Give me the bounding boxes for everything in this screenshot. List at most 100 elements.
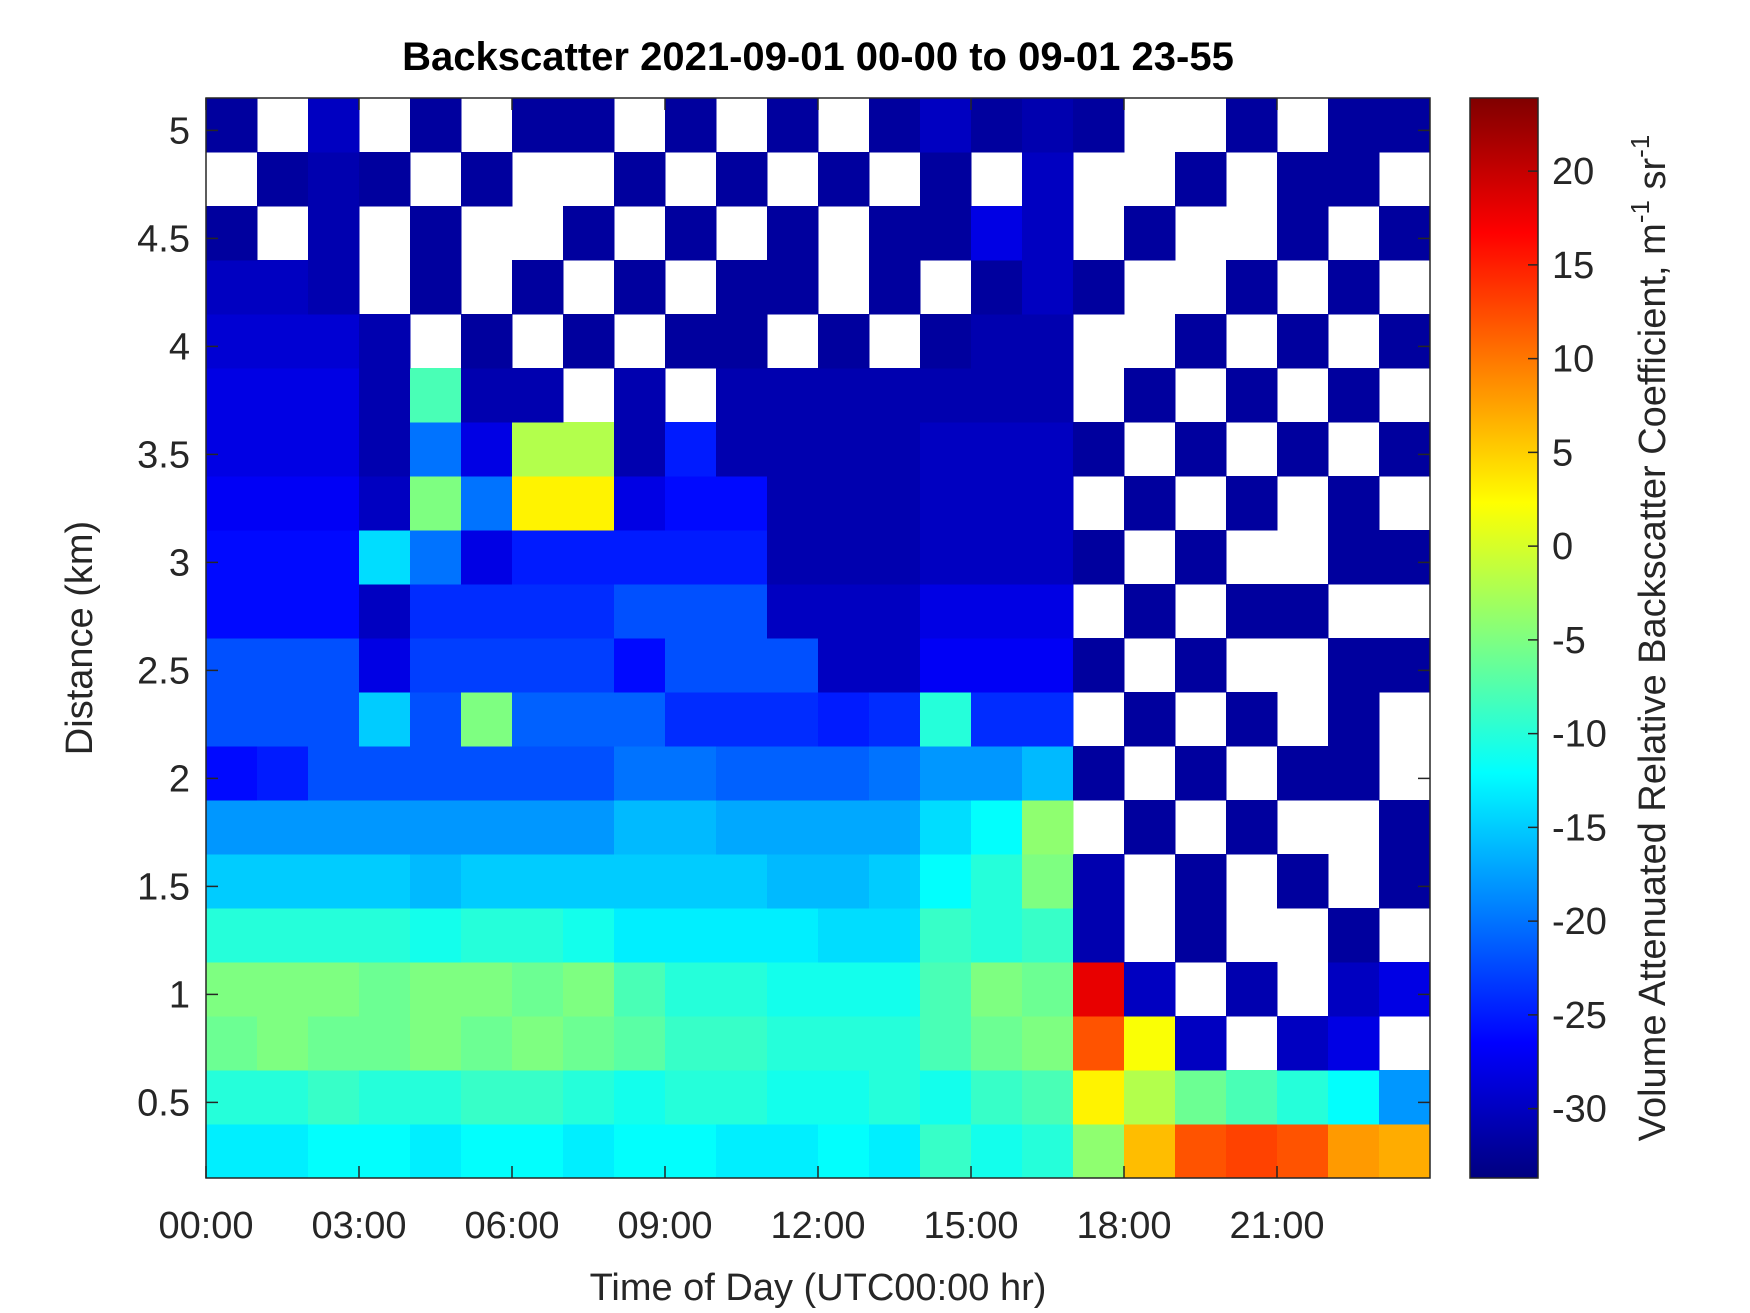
heatmap-cell [308, 692, 360, 747]
heatmap-cell [563, 692, 615, 747]
heatmap-cell [1022, 422, 1074, 477]
heatmap-cell [1379, 98, 1431, 153]
heatmap-cell [461, 638, 513, 693]
heatmap-cell [1226, 692, 1278, 747]
heatmap-cell [563, 800, 615, 855]
heatmap-cell [1022, 368, 1074, 423]
colorbar-tick-label: -20 [1552, 901, 1607, 943]
heatmap-cell [767, 638, 819, 693]
heatmap-cell [767, 530, 819, 585]
heatmap-cell [512, 1070, 564, 1125]
x-axis-label: Time of Day (UTC00:00 hr) [590, 1267, 1047, 1309]
x-tick-label: 12:00 [770, 1205, 865, 1247]
heatmap-cell [614, 1124, 666, 1179]
heatmap-cell [614, 260, 666, 315]
heatmap-cell [410, 962, 462, 1017]
heatmap-cell [665, 962, 717, 1017]
heatmap-cell [1328, 1070, 1380, 1125]
heatmap-cell [257, 638, 309, 693]
heatmap-cell [716, 260, 768, 315]
heatmap-cell [665, 206, 717, 261]
heatmap-cell [308, 638, 360, 693]
heatmap-cell [308, 1016, 360, 1071]
heatmap-cell [1022, 638, 1074, 693]
heatmap-cell [461, 314, 513, 369]
heatmap-cell [1328, 746, 1380, 801]
heatmap-cell [308, 584, 360, 639]
heatmap-cell [1226, 1070, 1278, 1125]
heatmap-cell [818, 800, 870, 855]
heatmap-cell [206, 1070, 258, 1125]
heatmap-cell [461, 1070, 513, 1125]
heatmap-cell [206, 638, 258, 693]
heatmap-cell [308, 1124, 360, 1179]
heatmap-cell [563, 98, 615, 153]
heatmap-cell [818, 962, 870, 1017]
heatmap-cell [1226, 98, 1278, 153]
heatmap-cell [818, 746, 870, 801]
heatmap-cell [665, 746, 717, 801]
heatmap-cell [869, 530, 921, 585]
heatmap-cell [308, 98, 360, 153]
heatmap-cell [359, 422, 411, 477]
y-tick-label: 4 [169, 326, 190, 368]
heatmap-cell [308, 206, 360, 261]
colorbar-tick-label: 0 [1552, 526, 1573, 568]
heatmap-cell [767, 1070, 819, 1125]
heatmap-cell [359, 314, 411, 369]
heatmap-cell [1124, 1124, 1176, 1179]
heatmap-cell [1022, 854, 1074, 909]
heatmap-cell [716, 854, 768, 909]
colorbar-tick-label: -5 [1552, 620, 1586, 662]
heatmap-cell [1379, 1070, 1431, 1125]
heatmap-cell [512, 368, 564, 423]
heatmap-cell [1328, 476, 1380, 531]
heatmap-cell [767, 206, 819, 261]
heatmap-cell [818, 854, 870, 909]
heatmap-cell [461, 800, 513, 855]
heatmap-cell [206, 422, 258, 477]
heatmap-cell [1022, 746, 1074, 801]
heatmap-cell [869, 854, 921, 909]
heatmap-cell [767, 368, 819, 423]
heatmap-cell [410, 368, 462, 423]
heatmap-cell [1328, 530, 1380, 585]
colorbar-tick-label: -10 [1552, 714, 1607, 756]
heatmap-cell [512, 530, 564, 585]
heatmap-cell [359, 908, 411, 963]
heatmap-cell [257, 368, 309, 423]
heatmap-cell [614, 800, 666, 855]
heatmap-cell [1226, 584, 1278, 639]
heatmap-cell [257, 1016, 309, 1071]
heatmap-cell [971, 260, 1023, 315]
heatmap-cell [563, 1070, 615, 1125]
heatmap-cell [665, 98, 717, 153]
heatmap-cell [563, 476, 615, 531]
heatmap-cell [563, 638, 615, 693]
heatmap-cell [1022, 530, 1074, 585]
heatmap-cell [1073, 530, 1125, 585]
heatmap-cell [1073, 98, 1125, 153]
heatmap-cell [512, 854, 564, 909]
heatmap-cell [308, 854, 360, 909]
colorbar-tick-label: 20 [1552, 151, 1594, 193]
y-tick-label: 3 [169, 542, 190, 584]
superscript: -1 [1625, 135, 1655, 158]
heatmap-cell [1124, 692, 1176, 747]
heatmap-cell [206, 260, 258, 315]
heatmap-cell [665, 800, 717, 855]
heatmap-cell [716, 746, 768, 801]
heatmap-cell [1175, 638, 1227, 693]
heatmap-cell [461, 584, 513, 639]
heatmap-cell [512, 422, 564, 477]
heatmap-cell [920, 476, 972, 531]
heatmap-cell [716, 1124, 768, 1179]
heatmap-cell [920, 638, 972, 693]
heatmap-cell [869, 260, 921, 315]
heatmap-cell [410, 260, 462, 315]
heatmap-cell [614, 476, 666, 531]
heatmap-cell [512, 638, 564, 693]
heatmap-cell [614, 638, 666, 693]
heatmap-cell [971, 638, 1023, 693]
